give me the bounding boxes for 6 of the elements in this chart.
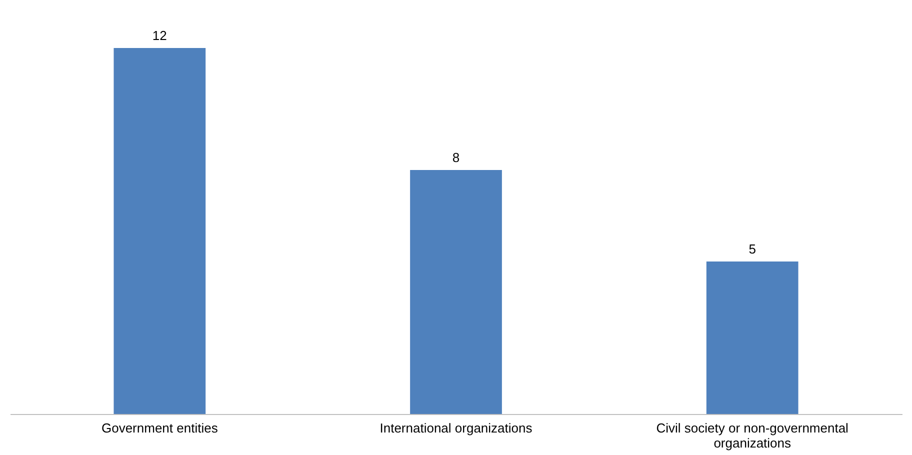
data-label: 8 bbox=[452, 150, 460, 165]
x-tick-label: International organizations bbox=[380, 420, 533, 436]
data-label: 5 bbox=[748, 242, 756, 256]
x-tick-label: Civil society or non-governmental organizations bbox=[656, 420, 849, 450]
x-tick-label: Government entities bbox=[101, 420, 218, 436]
data-label: 12 bbox=[152, 28, 167, 43]
